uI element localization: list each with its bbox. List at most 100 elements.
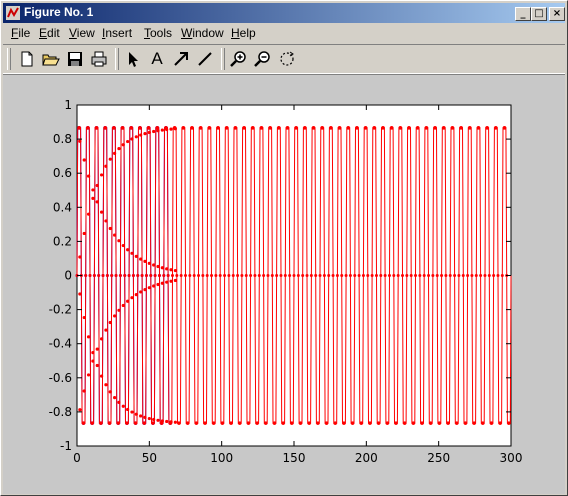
close-button[interactable]: × [549, 7, 565, 21]
series-point [383, 274, 387, 277]
series-point [105, 274, 109, 277]
series-point [480, 421, 485, 425]
transient-point [152, 284, 156, 288]
series-point [99, 421, 103, 425]
figure-canvas[interactable]: 0 50 100 150 200 250 300 -1 -0.8 -0.6 -0.4 -0.2 0 0.2… [3, 74, 565, 494]
transient-point [113, 314, 117, 318]
series-point [294, 126, 298, 130]
series-point [298, 421, 303, 425]
series-point [357, 274, 361, 277]
series-point [392, 274, 396, 277]
line-icon[interactable] [195, 49, 215, 69]
transient-point [86, 373, 91, 377]
tick-layer: 0 50 100 150 200 250 300 -1 -0.8 -0.6 -0.4 -0.2 0 0.2… [49, 98, 523, 465]
series-point [320, 126, 325, 130]
series-point [194, 421, 199, 425]
plot-svg[interactable]: 0 50 100 150 200 250 300 -1 -0.8 -0.6 -0.4 -0.2 0 0.2… [3, 75, 565, 494]
zoom-out-icon[interactable] [253, 49, 273, 69]
minimize-button[interactable]: _ [515, 7, 531, 21]
series-point [368, 421, 372, 425]
y-tick-label: 0.6 [53, 166, 72, 180]
menu-edit[interactable]: Edit [39, 26, 60, 40]
series-point [237, 421, 242, 425]
series-point [507, 421, 511, 425]
series-point [337, 126, 342, 130]
series-point [110, 274, 114, 277]
series-point [372, 126, 377, 130]
transient-point [86, 335, 91, 339]
series-point [240, 274, 244, 277]
series-point [335, 274, 339, 277]
y-tick-label: -1 [60, 439, 72, 453]
series-point [331, 274, 335, 277]
series-point [454, 421, 459, 425]
transient-point [104, 219, 108, 223]
save-icon[interactable] [65, 49, 85, 69]
series-point [244, 274, 248, 277]
print-icon[interactable] [89, 49, 109, 69]
x-tick-label: 150 [283, 451, 306, 465]
y-tick-label: -0.4 [49, 337, 72, 351]
menu-insert[interactable]: Insert [102, 26, 133, 40]
series-point [324, 421, 329, 425]
toolbar-grip[interactable] [7, 48, 11, 70]
series-point [370, 274, 374, 277]
menu-help[interactable]: Help [231, 26, 256, 40]
series-point [496, 274, 500, 277]
transient-point [91, 196, 95, 201]
pointer-arrow-icon[interactable] [123, 49, 143, 69]
transient-point [82, 158, 86, 162]
series-point [457, 274, 461, 277]
rotate-icon[interactable] [277, 49, 297, 69]
y-tick-label: 0 [64, 269, 72, 283]
x-tick-label: 250 [427, 451, 450, 465]
series-point [262, 274, 266, 277]
menu-file[interactable]: File [11, 26, 31, 40]
series-point [446, 421, 450, 425]
transient-point [139, 133, 143, 137]
series-point [420, 421, 424, 425]
series-point [177, 421, 181, 425]
transient-point [95, 200, 99, 204]
transient-point [143, 288, 147, 292]
transient-point [78, 292, 82, 296]
y-tick-label: -0.2 [49, 303, 72, 317]
transient-point [160, 128, 164, 132]
series-point [207, 126, 212, 130]
transient-point [173, 420, 177, 424]
y-tick-label: -0.6 [49, 371, 72, 385]
transient-point [173, 278, 177, 283]
transient-point [173, 127, 177, 131]
series-point [418, 274, 422, 277]
series-point [231, 274, 235, 277]
series-layer [75, 126, 512, 425]
menu-view[interactable]: View [69, 26, 95, 40]
series-point [125, 421, 129, 425]
series-point [86, 126, 90, 130]
title-bar[interactable]: Figure No. 1 _ □ × [3, 3, 565, 23]
transient-point [143, 132, 147, 136]
series-point [283, 274, 287, 277]
series-point [242, 126, 246, 130]
series-point [494, 126, 498, 130]
y-tick-label: 0.4 [53, 200, 72, 214]
transient-point [147, 130, 151, 135]
open-folder-icon[interactable] [41, 49, 61, 69]
series-point [197, 274, 201, 277]
menu-tools[interactable]: Tools [144, 26, 173, 40]
text-icon[interactable]: A [151, 49, 163, 68]
series-point [136, 274, 140, 277]
transient-point [108, 157, 112, 161]
new-file-icon[interactable] [17, 49, 37, 69]
series-point [450, 126, 455, 130]
series-point [131, 274, 135, 277]
x-tick-label: 200 [355, 451, 378, 465]
transient-point [134, 292, 138, 297]
arrow-icon[interactable] [171, 49, 191, 69]
series-point [500, 274, 504, 277]
series-point [214, 274, 218, 277]
zoom-in-icon[interactable] [229, 49, 249, 69]
toolbar-separator [221, 48, 225, 70]
maximize-button[interactable]: □ [531, 7, 547, 21]
menu-window[interactable]: Window [181, 26, 224, 40]
